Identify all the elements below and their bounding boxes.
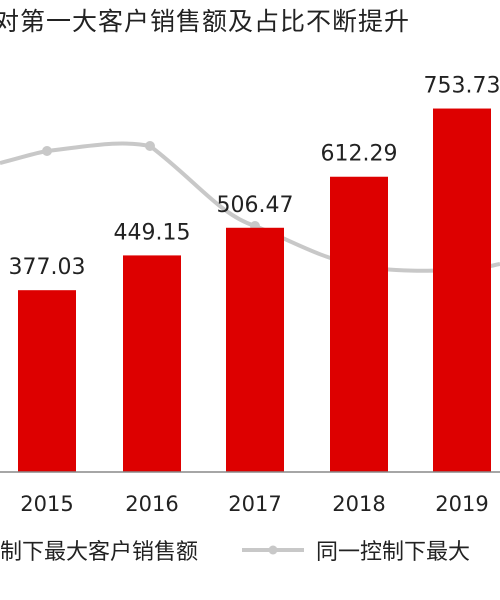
line-point-2016 (145, 141, 155, 151)
legend-label-bar: 制下最大客户销售额 (0, 540, 199, 565)
legend-item-line: 同一控制下最大 (240, 534, 470, 566)
bar-2016 (123, 255, 181, 472)
x-tick-2019: 2019 (435, 492, 488, 516)
data-label-2017: 506.47 (217, 193, 294, 218)
tick-layer: 2015 2016 2017 2018 2019 (20, 492, 488, 516)
data-label-2016: 449.15 (114, 220, 191, 245)
x-tick-2016: 2016 (125, 492, 178, 516)
x-tick-2017: 2017 (228, 492, 281, 516)
bar-2017 (226, 227, 284, 472)
bar-2015 (18, 290, 76, 472)
bar-2019 (433, 108, 491, 473)
legend-line-swatch (242, 545, 304, 555)
legend: 制下最大客户销售额 同一控制下最大 (0, 534, 500, 574)
x-tick-2015: 2015 (20, 492, 73, 516)
legend-item-bar: 制下最大客户销售额 (0, 534, 198, 566)
x-tick-2018: 2018 (332, 492, 385, 516)
line-point-2015 (42, 146, 52, 156)
data-label-2015: 377.03 (9, 255, 86, 280)
chart-title: 对第一大客户销售额及占比不断提升 (0, 7, 411, 36)
bar-layer (18, 108, 491, 473)
data-label-2019: 753.73 (424, 74, 500, 99)
label-layer: 377.03 449.15 506.47 612.29 753.73 (9, 74, 500, 281)
data-label-2018: 612.29 (321, 142, 398, 167)
legend-label-line: 同一控制下最大 (316, 540, 471, 565)
bar-2018 (330, 176, 388, 472)
